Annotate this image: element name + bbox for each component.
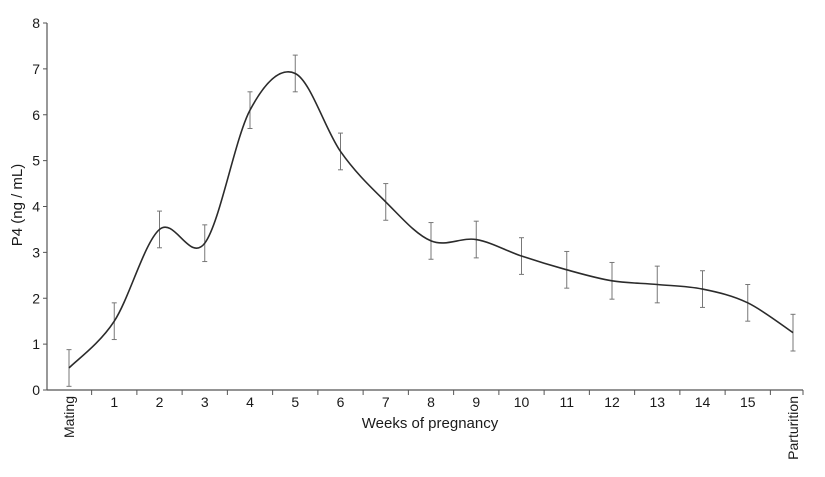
x-tick-label: 2 xyxy=(156,394,164,410)
x-tick-label: 1 xyxy=(110,394,118,410)
x-tick-label: 15 xyxy=(740,394,756,410)
error-bars xyxy=(66,54,796,387)
series-line xyxy=(68,71,794,369)
y-tick-label: 8 xyxy=(32,15,40,31)
x-tick-label: 10 xyxy=(514,394,530,410)
x-tick-label: 12 xyxy=(604,394,620,410)
x-axis-title: Weeks of pregnancy xyxy=(362,415,499,432)
x-tick-label: 11 xyxy=(559,394,574,410)
y-tick-label: 0 xyxy=(32,382,40,398)
x-axis: Mating 1 2 3 4 5 6 7 8 9 10 11 12 13 14 15 Parturition xyxy=(47,389,804,460)
y-tick-label: 1 xyxy=(32,336,40,352)
x-tick-label: 3 xyxy=(201,394,209,410)
x-tick-label: 13 xyxy=(649,394,665,410)
y-axis: 0 1 2 3 4 5 6 7 8 xyxy=(32,15,48,398)
y-tick-label: 6 xyxy=(32,107,40,123)
x-tick-label: Parturition xyxy=(785,396,801,460)
x-tick-label: 9 xyxy=(472,394,480,410)
y-tick-label: 5 xyxy=(32,153,40,169)
x-tick-label: 7 xyxy=(382,394,390,410)
x-tick-label: 4 xyxy=(246,394,254,410)
series-line-group xyxy=(68,71,794,369)
y-tick-label: 7 xyxy=(32,61,40,77)
y-axis-title: P4 (ng / mL) xyxy=(9,164,26,247)
y-tick-label: 3 xyxy=(32,244,40,260)
y-tick-label: 2 xyxy=(32,290,40,306)
x-tick-label: 8 xyxy=(427,394,435,410)
y-tick-label: 4 xyxy=(32,199,40,215)
x-tick-label: 5 xyxy=(291,394,299,410)
x-tick-label: 6 xyxy=(337,394,345,410)
x-tick-label: Mating xyxy=(61,396,77,438)
x-tick-label: 14 xyxy=(695,394,711,410)
